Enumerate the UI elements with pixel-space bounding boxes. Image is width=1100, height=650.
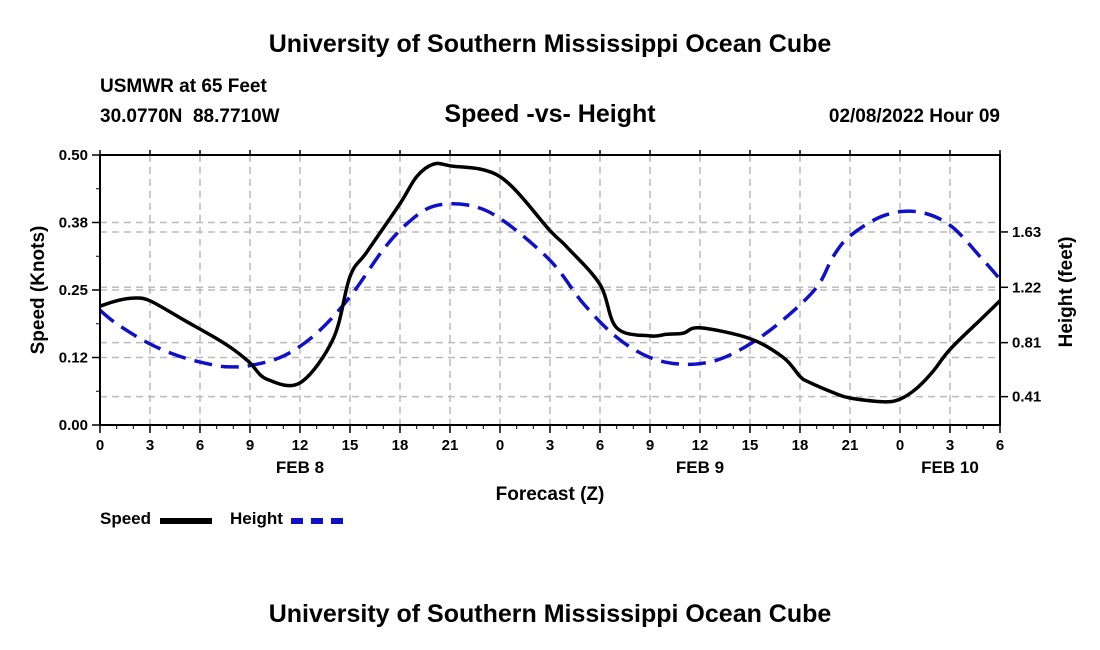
x-date-label: FEB 8 [276,458,324,477]
y-left-tick-label: 0.00 [59,417,88,434]
x-tick-label: 3 [946,437,954,454]
x-date-label: FEB 9 [676,458,724,477]
x-tick-label: 12 [292,437,309,454]
station-label: USMWR at 65 Feet [100,76,267,97]
x-tick-label: 6 [196,437,204,454]
x-tick-label: 0 [96,437,104,454]
forecast-datetime: 02/08/2022 Hour 09 [828,106,1000,127]
x-tick-label: 3 [146,437,154,454]
x-tick-label: 3 [546,437,554,454]
y-right-tick-label: 0.41 [1012,389,1041,406]
axis-ticks [92,150,1008,433]
series-line-speed [99,161,1002,404]
legend-speed-label: Speed [100,509,152,528]
x-tick-label: 18 [792,437,809,454]
x-tick-label: 18 [392,437,409,454]
x-tick-label: 0 [896,437,904,454]
y-left-tick-label: 0.12 [59,350,88,367]
x-tick-label: 12 [692,437,709,454]
x-tick-label: 9 [646,437,654,454]
x-axis-title: Forecast (Z) [496,484,605,505]
x-tick-label: 21 [442,437,459,454]
legend-speed-swatch [160,518,212,524]
y-left-tick-label: 0.50 [59,147,88,164]
x-tick-label: 15 [342,437,359,454]
y-left-tick-label: 0.25 [59,282,88,299]
x-tick-label: 6 [996,437,1004,454]
y-right-tick-label: 1.22 [1012,279,1041,296]
footer-title: University of Southern Mississippi Ocean… [268,600,832,628]
x-tick-label: 9 [246,437,254,454]
y-right-tick-label: 0.81 [1012,335,1041,352]
x-date-label: FEB 10 [921,458,979,477]
x-tick-label: 0 [496,437,504,454]
x-tick-label: 21 [842,437,859,454]
axis-labels: 0 3 6 9 12 15 18 21 0 3 6 9 12 15 18 21 0 3 6 FEB 8 FEB 9 FEB… [28,147,1077,505]
y-left-axis-title: Speed (Knots) [28,226,49,355]
chart-subtitle: Speed -vs- Height [444,100,656,128]
legend-height-swatch [291,518,343,524]
series-line-height [98,201,1002,369]
y-right-tick-label: 1.63 [1012,224,1041,241]
y-left-tick-label: 0.38 [59,215,88,232]
series-lines [98,161,1002,404]
legend-height-label: Height [230,509,283,528]
grid-lines [100,155,1000,425]
x-tick-label: 6 [596,437,604,454]
x-tick-label: 15 [742,437,759,454]
y-right-axis-title: Height (feet) [1056,237,1077,348]
station-coordinates: 30.0770N 88.7710W [100,106,280,127]
page-title: University of Southern Mississippi Ocean… [268,30,832,58]
